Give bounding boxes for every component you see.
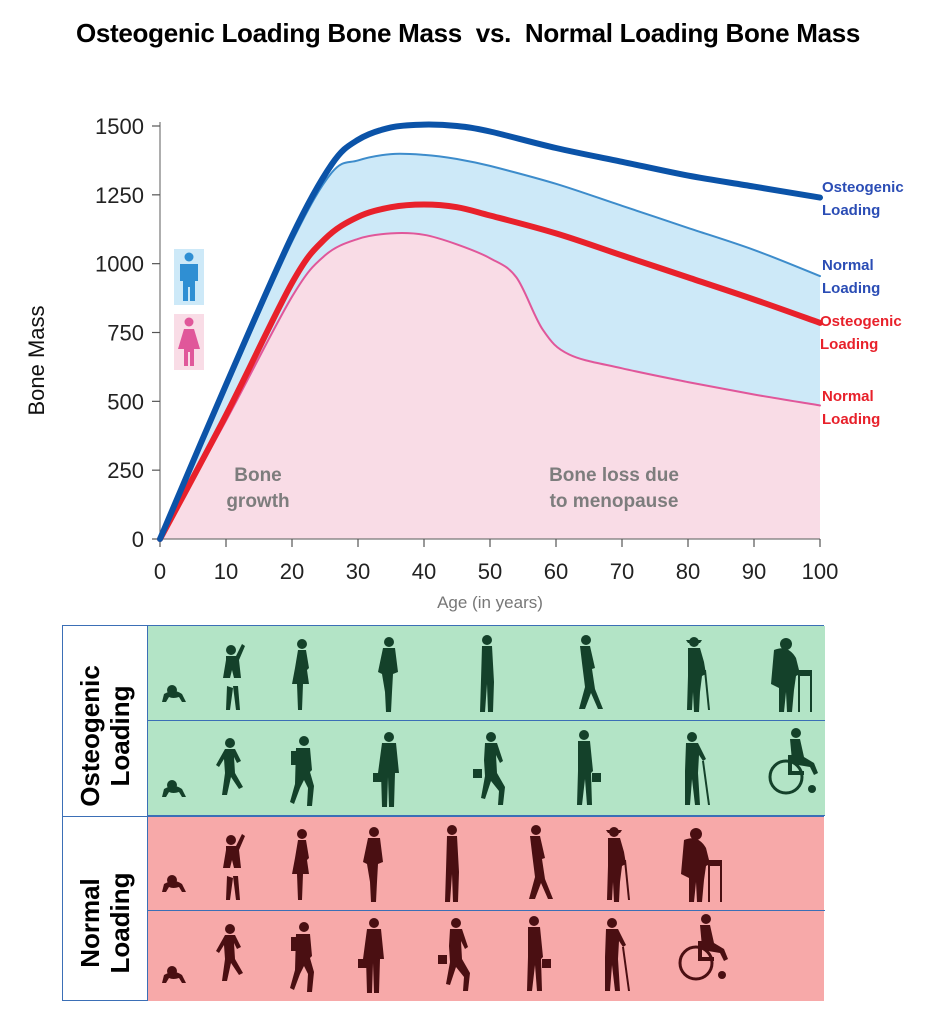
man-running-briefcase-icon <box>473 732 505 805</box>
x-tick-label: 80 <box>676 559 700 584</box>
y-tick-label: 1000 <box>95 252 144 277</box>
man-briefcase-icon <box>358 918 384 993</box>
normal-label-line1: Normal <box>75 878 105 968</box>
female-osteogenic-series-label: Osteogenic <box>820 313 902 330</box>
boy-running-icon <box>216 738 243 795</box>
osteogenic-band <box>147 626 825 816</box>
chart-title: Osteogenic Loading Bone Mass vs. Normal … <box>75 18 861 48</box>
woman-walking-icon <box>529 825 553 899</box>
male-normal-series-label: Loading <box>822 280 880 297</box>
osteogenic-female-row <box>148 626 825 721</box>
osteogenic-label-line1: Osteogenic <box>75 665 105 807</box>
chart-annotation: to menopause <box>550 491 679 512</box>
female-osteogenic-line <box>157 201 823 542</box>
x-axis-label: Age (in years) <box>437 593 543 612</box>
girl-playing-icon <box>223 834 245 900</box>
female-icon-head <box>184 317 194 327</box>
osteogenic-male-row <box>148 721 825 816</box>
male-icon <box>174 249 204 305</box>
female-icon-body <box>178 329 200 366</box>
bone-mass-chart: 0 250 500 750 1000 1250 1500 0 10 20 30 40 50 60 70 80 9… <box>24 114 904 612</box>
woman-profile-icon <box>445 825 459 902</box>
elderly-woman-cane-icon <box>606 827 630 902</box>
boy-running-icon <box>216 924 243 981</box>
x-tick-label: 0 <box>154 559 166 584</box>
y-tick-label: 250 <box>107 458 144 483</box>
osteogenic-label-line2: Loading <box>105 685 135 787</box>
woman-profile-icon <box>480 635 494 712</box>
male-icon-head <box>184 252 194 262</box>
teen-backpack-icon <box>290 736 314 806</box>
female-icon <box>174 314 204 370</box>
x-tick-label: 40 <box>412 559 436 584</box>
girl-playing-icon <box>223 644 245 710</box>
elderly-woman-cane-icon <box>686 637 710 712</box>
x-tick-label: 70 <box>610 559 634 584</box>
teen-backpack-icon <box>290 922 314 992</box>
man-wheelchair-icon <box>678 914 728 981</box>
normal-label-line2: Loading <box>105 872 135 974</box>
normal-row-label: Normal Loading <box>63 816 147 1002</box>
chart-annotation: Bone loss due <box>549 465 679 486</box>
x-tick-label: 60 <box>544 559 568 584</box>
baby-crawling-icon <box>162 875 186 892</box>
man-walking-icon <box>577 730 601 805</box>
man-walking-icon <box>527 916 551 991</box>
woman-walking-icon <box>579 635 603 709</box>
female-normal-series-label: Normal <box>822 388 874 405</box>
male-icon-body <box>180 264 198 301</box>
y-tick-label: 0 <box>132 527 144 552</box>
osteogenic-row-label: Osteogenic Loading <box>63 626 147 816</box>
female-normal-line <box>159 232 821 540</box>
elderly-woman-walker-icon <box>681 828 722 902</box>
normal-male-row <box>148 911 825 1001</box>
x-tick-label: 30 <box>346 559 370 584</box>
baby-crawling-icon <box>162 780 186 797</box>
male-osteogenic-series-label: Loading <box>822 202 880 219</box>
female-normal-area <box>160 233 820 539</box>
elderly-man-cane-icon <box>605 918 630 991</box>
normal-label-text: Normal Loading <box>75 823 135 1023</box>
x-tick-label: 100 <box>802 559 839 584</box>
baby-crawling-icon <box>162 966 186 983</box>
x-tick-label: 10 <box>214 559 238 584</box>
man-wheelchair-icon <box>768 728 818 795</box>
chart-annotation: growth <box>226 491 289 512</box>
man-briefcase-icon <box>373 732 399 807</box>
male-osteogenic-line <box>157 121 823 542</box>
woman-standing-icon <box>363 827 383 902</box>
young-woman-icon <box>292 829 309 900</box>
y-tick-label: 750 <box>107 321 144 346</box>
chart-annotation: Bone <box>234 465 282 486</box>
elderly-man-cane-icon <box>685 732 710 805</box>
x-tick-label: 90 <box>742 559 766 584</box>
y-axis-label: Bone Mass <box>24 305 49 415</box>
y-tick-label: 1500 <box>95 114 144 139</box>
x-tick-label: 20 <box>280 559 304 584</box>
male-osteogenic-series-label: Osteogenic <box>822 179 904 196</box>
x-tick-label: 50 <box>478 559 502 584</box>
woman-standing-icon <box>378 637 398 712</box>
young-woman-icon <box>292 639 309 710</box>
normal-band <box>147 816 825 1001</box>
lifecycle-panel: Osteogenic Loading Normal Loading <box>62 625 825 1002</box>
normal-female-row <box>148 817 825 911</box>
female-osteogenic-series-label: Loading <box>820 336 878 353</box>
y-tick-label: 1250 <box>95 183 144 208</box>
man-running-briefcase-icon <box>438 918 470 991</box>
osteogenic-label-text: Osteogenic Loading <box>75 636 135 836</box>
y-tick-label: 500 <box>107 389 144 414</box>
female-normal-series-label: Loading <box>822 411 880 428</box>
baby-crawling-icon <box>162 685 186 702</box>
male-normal-series-label: Normal <box>822 257 874 274</box>
elderly-woman-walker-icon <box>771 638 812 712</box>
